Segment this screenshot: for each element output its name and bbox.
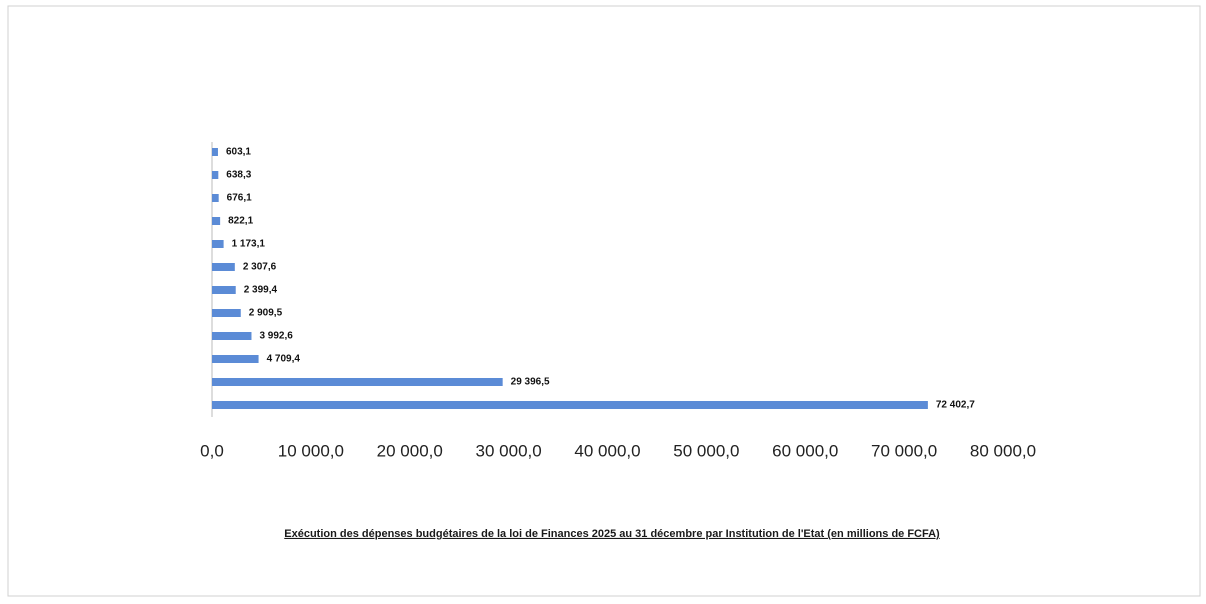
value-label: 638,3 — [226, 170, 251, 181]
bar — [212, 263, 235, 271]
bar — [212, 309, 241, 317]
bar — [212, 332, 252, 340]
value-label: 2 307,6 — [243, 262, 277, 273]
bar — [212, 171, 219, 179]
bar — [212, 286, 236, 294]
x-tick-label: 50 000,0 — [673, 441, 739, 460]
chart-frame — [7, 5, 1201, 597]
x-tick-label: 10 000,0 — [278, 441, 344, 460]
x-tick-label: 60 000,0 — [772, 441, 838, 460]
value-label: 2 399,4 — [244, 285, 278, 296]
x-tick-label: 20 000,0 — [377, 441, 443, 460]
bar — [212, 355, 259, 363]
value-label: 4 709,4 — [267, 354, 301, 365]
value-label: 603,1 — [226, 147, 251, 158]
value-label: 29 396,5 — [511, 377, 550, 388]
bar — [212, 217, 221, 225]
x-tick-label: 40 000,0 — [574, 441, 640, 460]
bar — [212, 378, 503, 386]
bar — [212, 148, 218, 156]
bar — [212, 401, 928, 409]
chart-title: Exécution des dépenses budgétaires de la… — [284, 528, 940, 540]
value-label: 822,1 — [228, 216, 253, 227]
x-tick-label: 70 000,0 — [871, 441, 937, 460]
x-tick-label: 80 000,0 — [970, 441, 1036, 460]
value-label: 3 992,6 — [259, 331, 293, 342]
value-label: 676,1 — [227, 193, 252, 204]
x-tick-label: 30 000,0 — [476, 441, 542, 460]
bar — [212, 240, 224, 248]
x-tick-label: 0,0 — [200, 441, 224, 460]
bar — [212, 194, 219, 202]
value-label: 2 909,5 — [249, 308, 283, 319]
value-label: 1 173,1 — [232, 239, 266, 250]
value-label: 72 402,7 — [936, 400, 975, 411]
